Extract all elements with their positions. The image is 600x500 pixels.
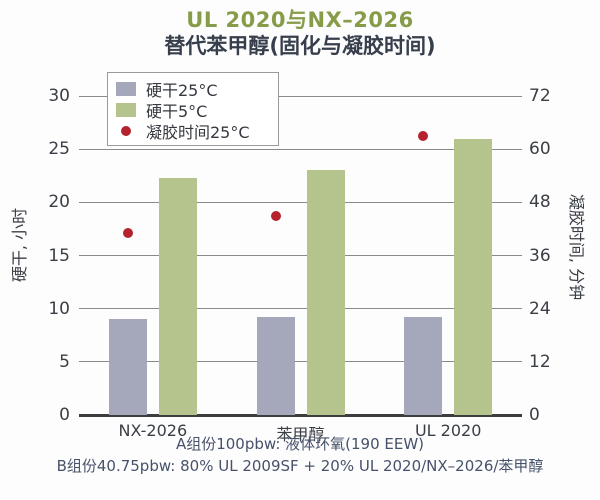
chart-subtitle: 替代苯甲醇(固化与凝胶时间): [164, 34, 436, 58]
left-axis-title: 硬干, 小时: [10, 207, 29, 283]
legend-item-hard-dry-25c: 硬干25°C: [116, 78, 278, 100]
gray-square-swatch-icon: [116, 81, 136, 96]
bar-硬干25°C-UL 2020: [404, 317, 443, 415]
legend-label: 硬干25°C: [146, 80, 218, 100]
left-axis-tick-label: 15: [48, 245, 70, 266]
gridline: [79, 255, 522, 256]
footnote-formulation-a: A组份100pbw: 液体环氧(190 EEW): [175, 435, 425, 453]
left-axis-tick-label: 30: [48, 86, 70, 106]
x-axis-line: [79, 414, 522, 417]
legend-item-gel-time-25c: 凝胶时间25°C: [116, 120, 278, 142]
right-axis-tick-label: 72: [529, 86, 551, 106]
gridline: [79, 308, 522, 310]
category-label: 苯甲醇: [276, 425, 325, 444]
legend: 硬干25°C 硬干5°C 凝胶时间25°C: [107, 72, 279, 146]
red-dot-swatch-icon: [121, 125, 131, 136]
right-axis-tick-label: 36: [529, 245, 551, 266]
bar-硬干25°C-苯甲醇: [256, 317, 295, 415]
legend-label: 硬干5°C: [146, 101, 208, 121]
gridline: [79, 201, 522, 203]
category-label: NX-2026: [118, 421, 188, 440]
dot-凝胶时间25°C-苯甲醇: [270, 210, 281, 221]
left-axis-tick-label: 25: [48, 139, 70, 160]
right-axis-tick-label: 0: [529, 405, 540, 425]
right-axis-tick-label: 12: [529, 351, 551, 372]
bar-硬干5°C-UL 2020: [454, 138, 493, 415]
right-axis-tick-label: 24: [529, 298, 551, 319]
category-label: UL 2020: [414, 421, 482, 440]
green-square-swatch-icon: [116, 102, 136, 117]
legend-item-hard-dry-5c: 硬干5°C: [116, 99, 278, 121]
dot-凝胶时间25°C-UL 2020: [418, 130, 429, 141]
footnote-formulation-b: B组份40.75pbw: 80% UL 2009SF + 20% UL 2020…: [56, 457, 544, 475]
left-axis-tick-label: 10: [48, 298, 70, 319]
bar-硬干5°C-NX-2026: [158, 177, 197, 415]
right-axis-tick-label: 48: [529, 192, 551, 213]
left-axis-tick-label: 0: [59, 405, 70, 425]
gridline: [79, 361, 522, 363]
chart-title: UL 2020与NX–2026: [186, 8, 414, 32]
bar-硬干5°C-苯甲醇: [306, 170, 345, 415]
gridline: [79, 95, 522, 97]
legend-label: 凝胶时间25°C: [146, 122, 250, 142]
dot-凝胶时间25°C-NX-2026: [122, 228, 133, 239]
left-axis-tick-label: 20: [48, 192, 70, 213]
right-axis-tick-label: 60: [529, 139, 551, 160]
left-axis-tick-label: 5: [59, 351, 70, 372]
gridline: [79, 148, 522, 150]
right-axis-title: 凝胶时间, 分钟: [567, 193, 586, 301]
bar-硬干25°C-NX-2026: [108, 319, 147, 415]
